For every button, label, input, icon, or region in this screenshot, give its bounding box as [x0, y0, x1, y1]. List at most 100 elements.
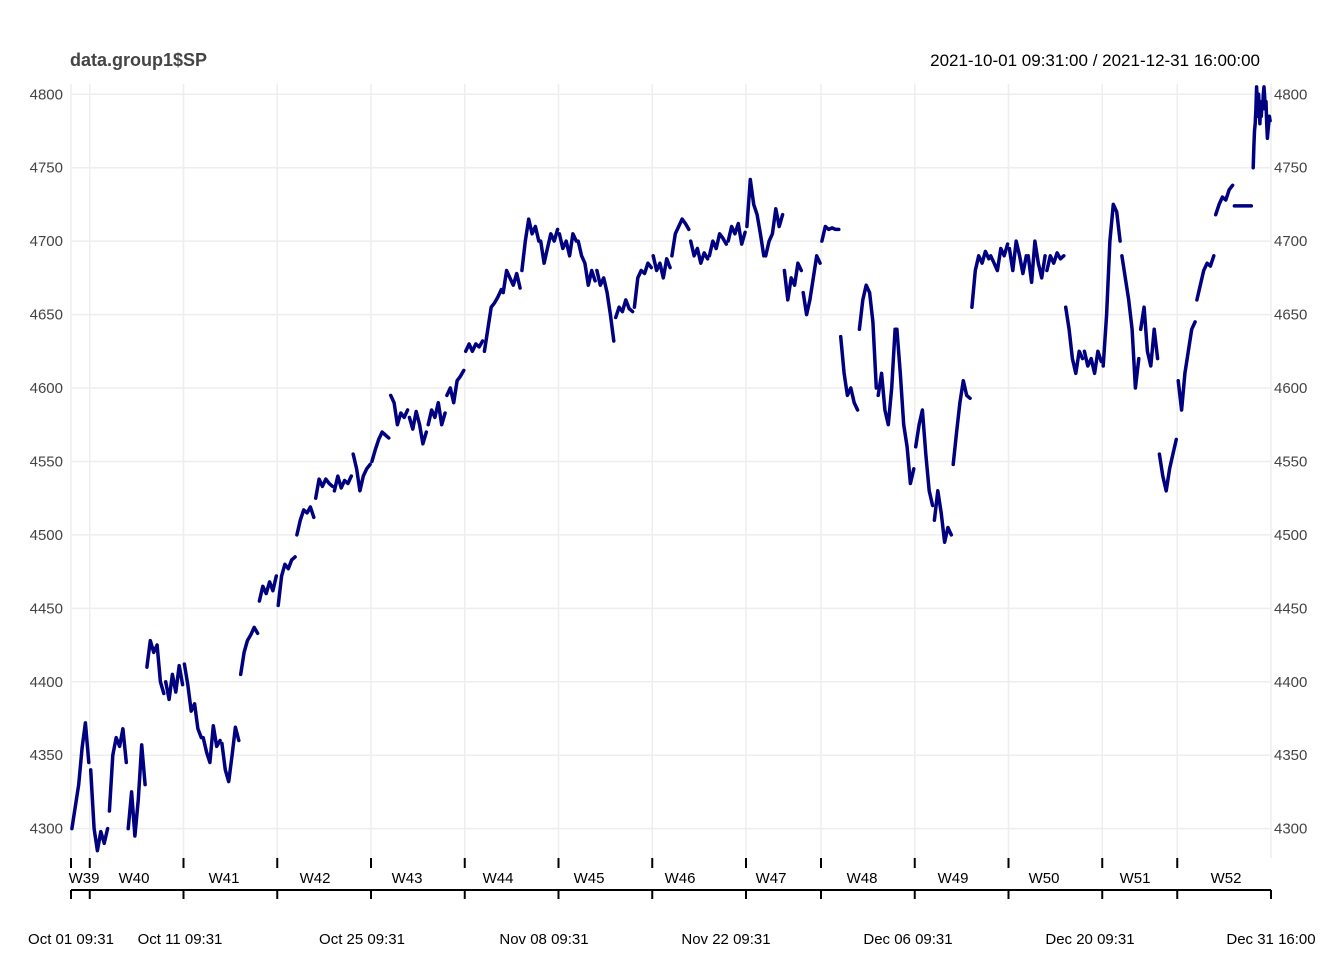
price-line-segment [801, 254, 822, 317]
y-tick-label: 4750 [1274, 160, 1307, 177]
price-line-segment [1138, 305, 1160, 368]
date-range-label: 2021-10-01 09:31:00 / 2021-12-31 16:00:0… [930, 51, 1260, 70]
price-line-segment [1213, 183, 1235, 217]
price-line-segment [1007, 239, 1029, 276]
price-line-segment [1063, 305, 1085, 376]
date-label: Nov 22 09:31 [681, 931, 770, 948]
price-line-segment [463, 339, 485, 354]
price-line-segment [970, 249, 991, 309]
price-line-segment [351, 452, 372, 493]
price-line-segment [88, 768, 110, 853]
y-tick-label: 4550 [1274, 453, 1307, 470]
y-tick-label: 4300 [1274, 821, 1307, 838]
x-axis: W39 W40 W41 W42 W43 W44 W45 W46 W47 W48 W49 W50 W51 W… [28, 858, 1316, 948]
week-label: W43 [392, 870, 423, 887]
price-line-segment [426, 400, 447, 427]
price-line-segment [707, 232, 729, 258]
price-line-segment [557, 232, 579, 258]
price-line-segment [445, 368, 466, 405]
date-label: Dec 31 16:00 [1226, 931, 1315, 948]
price-line-segment [163, 663, 185, 702]
price-series [70, 85, 1272, 853]
week-label: W42 [300, 870, 331, 887]
price-line-segment [295, 505, 316, 537]
y-tick-label: 4500 [1274, 527, 1307, 544]
price-line-segment [1120, 254, 1141, 390]
price-line-segment [313, 477, 335, 500]
price-line-segment [1251, 85, 1272, 170]
y-tick-label: 4650 [1274, 307, 1307, 324]
grid-lines [70, 84, 1272, 858]
price-line-segment [932, 489, 954, 544]
y-tick-label: 4600 [1274, 380, 1307, 397]
date-label: Dec 06 09:31 [863, 931, 952, 948]
y-tick-label: 4450 [1274, 600, 1307, 617]
price-line-segment [1101, 202, 1122, 368]
week-label: W50 [1029, 870, 1060, 887]
price-line-segment [857, 283, 879, 390]
week-label: W40 [119, 870, 150, 887]
price-line-segment [895, 327, 916, 486]
y-tick-label: 4400 [1274, 674, 1307, 691]
price-line-segment [276, 555, 297, 608]
date-label: Oct 11 09:31 [138, 931, 223, 948]
y-tick-label: 4700 [30, 233, 63, 250]
price-line-segment [651, 254, 672, 280]
date-label: Oct 25 09:31 [319, 931, 405, 948]
price-line-segment [876, 327, 897, 427]
price-line-segment [913, 408, 935, 508]
week-label: W44 [483, 870, 514, 887]
y-tick-label: 4550 [30, 453, 63, 470]
price-line-segment [520, 217, 541, 273]
price-line-segment [370, 430, 391, 464]
date-label: Oct 01 09:31 [28, 931, 114, 948]
y-tick-label: 4600 [30, 380, 63, 397]
price-line-segment [820, 224, 841, 243]
price-line-segment [1082, 349, 1104, 376]
price-line-segment [745, 177, 766, 258]
y-axis-right-ticks: 4300 4350 4400 4450 4500 4550 4600 4650 4700 4750… [1274, 86, 1307, 837]
price-line-segment [988, 242, 1010, 273]
y-tick-label: 4700 [1274, 233, 1307, 250]
price-line-segment [482, 287, 504, 354]
price-line-segment [613, 298, 635, 320]
price-line-segment [332, 474, 354, 493]
price-line-segment [632, 261, 654, 309]
y-tick-label: 4450 [30, 600, 63, 617]
price-line-segment [763, 207, 785, 258]
price-line-segment [576, 239, 597, 287]
week-label: W51 [1120, 870, 1151, 887]
price-line-segment [688, 239, 710, 265]
price-line-segment [388, 393, 410, 427]
price-line-segment [1157, 437, 1179, 493]
y-tick-label: 4350 [1274, 747, 1307, 764]
price-line-segment [1176, 320, 1197, 412]
price-line-segment [951, 378, 972, 467]
week-label: W41 [209, 870, 240, 887]
price-line-segment [1026, 239, 1047, 285]
chart-title: data.group1$SP [70, 50, 207, 70]
price-line-segment [595, 268, 616, 343]
week-label: W46 [665, 870, 696, 887]
price-line-segment [538, 227, 560, 265]
price-line-segment [1195, 254, 1216, 302]
date-label: Nov 08 09:31 [499, 931, 588, 948]
price-line-segment [107, 727, 129, 813]
week-label: W45 [574, 870, 605, 887]
y-tick-label: 4500 [30, 527, 63, 544]
price-line-segment [201, 724, 222, 765]
price-line-segment [407, 409, 429, 446]
price-line-segment [1045, 251, 1066, 273]
price-line-segment [182, 662, 204, 740]
week-label: W39 [69, 870, 100, 887]
y-tick-label: 4800 [30, 86, 63, 103]
y-tick-label: 4400 [30, 674, 63, 691]
price-line-segment [238, 625, 260, 677]
y-tick-label: 4750 [30, 160, 63, 177]
y-tick-label: 4300 [30, 821, 63, 838]
price-line-segment [257, 574, 279, 603]
price-line-segment [782, 261, 804, 302]
price-line-segment [145, 638, 166, 696]
price-line-segment [70, 721, 91, 831]
